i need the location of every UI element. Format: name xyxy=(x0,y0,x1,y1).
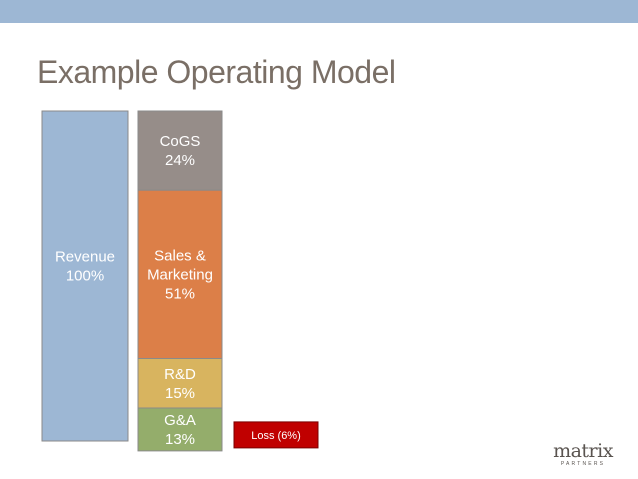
bar-loss xyxy=(233,421,319,449)
bar-rd xyxy=(137,358,223,409)
logo-word: matrix xyxy=(553,440,613,462)
bar-revenue xyxy=(41,110,129,442)
label-cogs: CoGS 24% xyxy=(160,133,201,169)
header-band xyxy=(0,0,638,23)
label-loss: Loss (6%) xyxy=(251,430,301,442)
label-revenue: Revenue 100% xyxy=(55,249,115,285)
label-sales-marketing: Sales & Marketing 51% xyxy=(147,247,213,302)
label-ga: G&A 13% xyxy=(164,412,196,448)
matrix-partners-logo: matrix PARTNERS xyxy=(553,440,613,468)
label-rd: R&D 15% xyxy=(164,366,196,402)
bar-ga xyxy=(137,407,223,452)
bar-cogs xyxy=(137,110,223,191)
logo-subtitle: PARTNERS xyxy=(560,461,606,467)
slide-title: Example Operating Model xyxy=(37,54,396,90)
bar-sales-marketing xyxy=(137,189,223,359)
